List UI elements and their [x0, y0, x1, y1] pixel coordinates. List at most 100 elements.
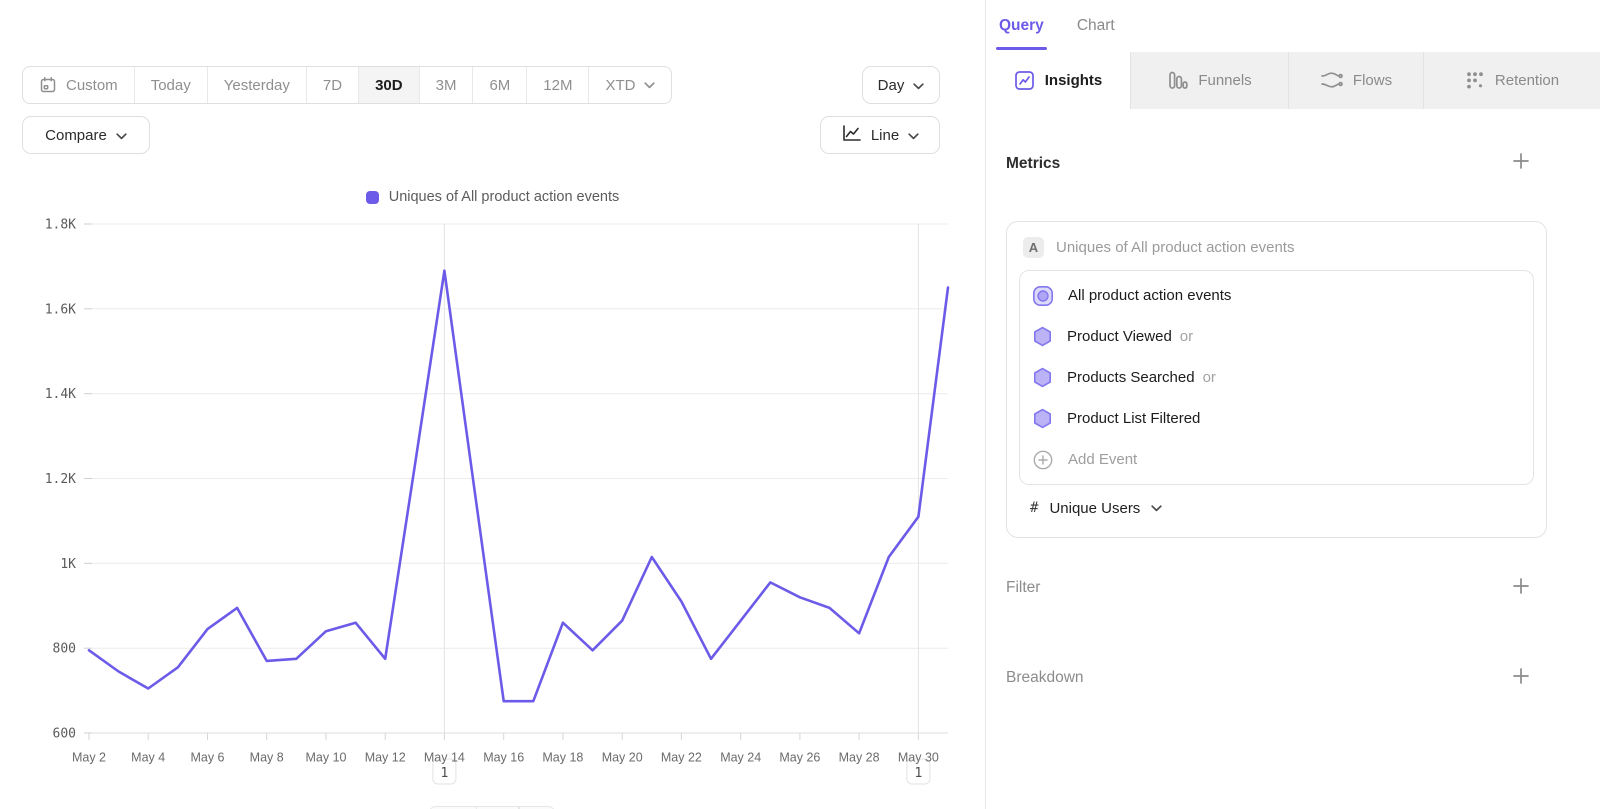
report-tab-flows[interactable]: Flows	[1289, 52, 1424, 109]
annotation-marker[interactable]: 1	[906, 758, 931, 785]
svg-text:1K: 1K	[60, 557, 76, 572]
breakdown-section: Breakdown	[1006, 664, 1547, 692]
report-tab-funnels[interactable]: Funnels	[1131, 52, 1289, 109]
line-chart[interactable]: 600 800 1K 1.2K 1.4K 1.6K 1.8K 1 1 May 2 May 4 May …	[0, 185, 985, 809]
svg-text:May 24: May 24	[720, 751, 761, 765]
tab-chart[interactable]: Chart	[1077, 0, 1115, 52]
range-button-xtd[interactable]: XTD	[589, 67, 671, 103]
range-label: 3M	[435, 76, 457, 94]
svg-text:1: 1	[440, 766, 448, 781]
tab-chart-label: Chart	[1076, 17, 1115, 34]
range-button-today[interactable]: Today	[135, 67, 208, 103]
chart-type-dropdown[interactable]: Line	[820, 116, 940, 154]
chevron-down-icon	[116, 127, 127, 144]
retention-icon	[1465, 71, 1485, 91]
range-button-7d[interactable]: 7D	[307, 67, 360, 103]
metrics-section-header: Metrics	[1006, 151, 1547, 176]
add-breakdown-button[interactable]	[1511, 666, 1531, 691]
range-label: Today	[150, 76, 191, 94]
insights-icon	[1014, 70, 1035, 91]
svg-text:1.2K: 1.2K	[45, 472, 76, 487]
interval-dropdown[interactable]: Day	[862, 66, 940, 104]
chart-type-label: Line	[870, 126, 900, 144]
hash-icon: #	[1030, 500, 1039, 516]
query-panel: Query Chart Insights Funnels Flows Retentio…	[985, 0, 1600, 809]
range-label: Yesterday	[223, 76, 290, 94]
all-events-icon	[1032, 285, 1054, 307]
chart-pane: Custom Today Yesterday 7D 30D 3M 6M 12M XTD Day …	[0, 66, 985, 809]
svg-text:600: 600	[53, 727, 76, 742]
svg-text:May 12: May 12	[365, 751, 406, 765]
event-row[interactable]: Product Viewed or	[1020, 316, 1533, 357]
date-range-selector: Custom Today Yesterday 7D 30D 3M 6M 12M XTD	[22, 66, 673, 104]
hexagon-icon	[1032, 367, 1053, 388]
range-label: 30D	[375, 76, 403, 94]
report-tab-label: Funnels	[1198, 72, 1252, 89]
tab-query[interactable]: Query	[996, 0, 1047, 52]
panel-body: Metrics A Uniques of All product action …	[1006, 151, 1547, 692]
svg-text:800: 800	[53, 642, 76, 657]
metrics-title: Metrics	[1006, 154, 1061, 172]
measurement-label: Unique Users	[1049, 499, 1141, 517]
chevron-down-icon	[908, 127, 919, 144]
svg-text:May 4: May 4	[131, 751, 165, 765]
chevron-down-icon	[1151, 499, 1162, 517]
plus-icon	[1511, 576, 1531, 601]
legend-label: Uniques of All product action events	[388, 189, 620, 205]
range-label: 12M	[543, 76, 573, 94]
annotation-marker[interactable]: 1	[432, 758, 457, 785]
tab-query-label: Query	[999, 17, 1044, 34]
svg-text:1.8K: 1.8K	[45, 218, 76, 233]
legend-swatch	[365, 190, 379, 204]
event-name: Product List Filtered	[1067, 410, 1201, 427]
range-button-6m[interactable]: 6M	[473, 67, 528, 103]
range-button-3m[interactable]: 3M	[420, 67, 474, 103]
metric-card-header[interactable]: A Uniques of All product action events	[1007, 222, 1546, 270]
range-button-12m[interactable]: 12M	[527, 67, 590, 103]
compare-dropdown[interactable]: Compare	[22, 116, 150, 154]
event-list: All product action events Product Viewed o…	[1019, 270, 1534, 485]
funnels-icon	[1167, 70, 1188, 91]
event-row[interactable]: Products Searched or	[1020, 357, 1533, 398]
plus-icon	[1511, 666, 1531, 691]
hexagon-icon	[1032, 408, 1053, 429]
range-label: XTD	[605, 76, 636, 94]
report-tab-retention[interactable]: Retention	[1424, 52, 1600, 109]
event-row[interactable]: All product action events	[1020, 275, 1533, 316]
measurement-selector[interactable]: # Unique Users	[1007, 485, 1546, 531]
svg-text:May 18: May 18	[542, 751, 583, 765]
line-chart-icon	[841, 124, 862, 147]
range-label: 7D	[322, 76, 343, 94]
add-metric-button[interactable]	[1511, 151, 1531, 176]
event-operator: or	[1202, 369, 1216, 386]
svg-text:May 6: May 6	[190, 751, 224, 765]
event-row[interactable]: Product List Filtered	[1020, 398, 1533, 439]
filter-label: Filter	[1006, 579, 1041, 596]
svg-text:May 30: May 30	[898, 751, 939, 765]
svg-text:May 28: May 28	[839, 751, 880, 765]
interval-label: Day	[877, 76, 905, 94]
range-button-30d[interactable]: 30D	[359, 67, 420, 103]
report-tab-label: Insights	[1044, 72, 1103, 89]
add-event-button[interactable]: Add Event	[1020, 439, 1533, 480]
add-filter-button[interactable]	[1511, 576, 1531, 601]
report-tab-label: Retention	[1494, 72, 1560, 89]
report-tab-label: Flows	[1352, 72, 1393, 89]
event-operator: or	[1179, 328, 1194, 345]
event-name: Products Searched	[1067, 369, 1195, 386]
range-button-yesterday[interactable]: Yesterday	[208, 67, 307, 103]
chevron-down-icon	[644, 81, 656, 89]
range-button-custom[interactable]: Custom	[23, 67, 135, 103]
chevron-down-icon	[913, 77, 924, 94]
svg-text:May 20: May 20	[602, 751, 643, 765]
metric-card-title: Uniques of All product action events	[1056, 239, 1295, 256]
add-event-label: Add Event	[1068, 451, 1138, 468]
svg-text:May 2: May 2	[72, 751, 106, 765]
metric-badge: A	[1023, 237, 1044, 258]
svg-text:1: 1	[914, 766, 922, 781]
chart-legend[interactable]: Uniques of All product action events	[0, 189, 985, 205]
report-tab-insights[interactable]: Insights	[986, 52, 1131, 109]
filter-section: Filter	[1006, 574, 1547, 602]
svg-text:May 26: May 26	[779, 751, 820, 765]
